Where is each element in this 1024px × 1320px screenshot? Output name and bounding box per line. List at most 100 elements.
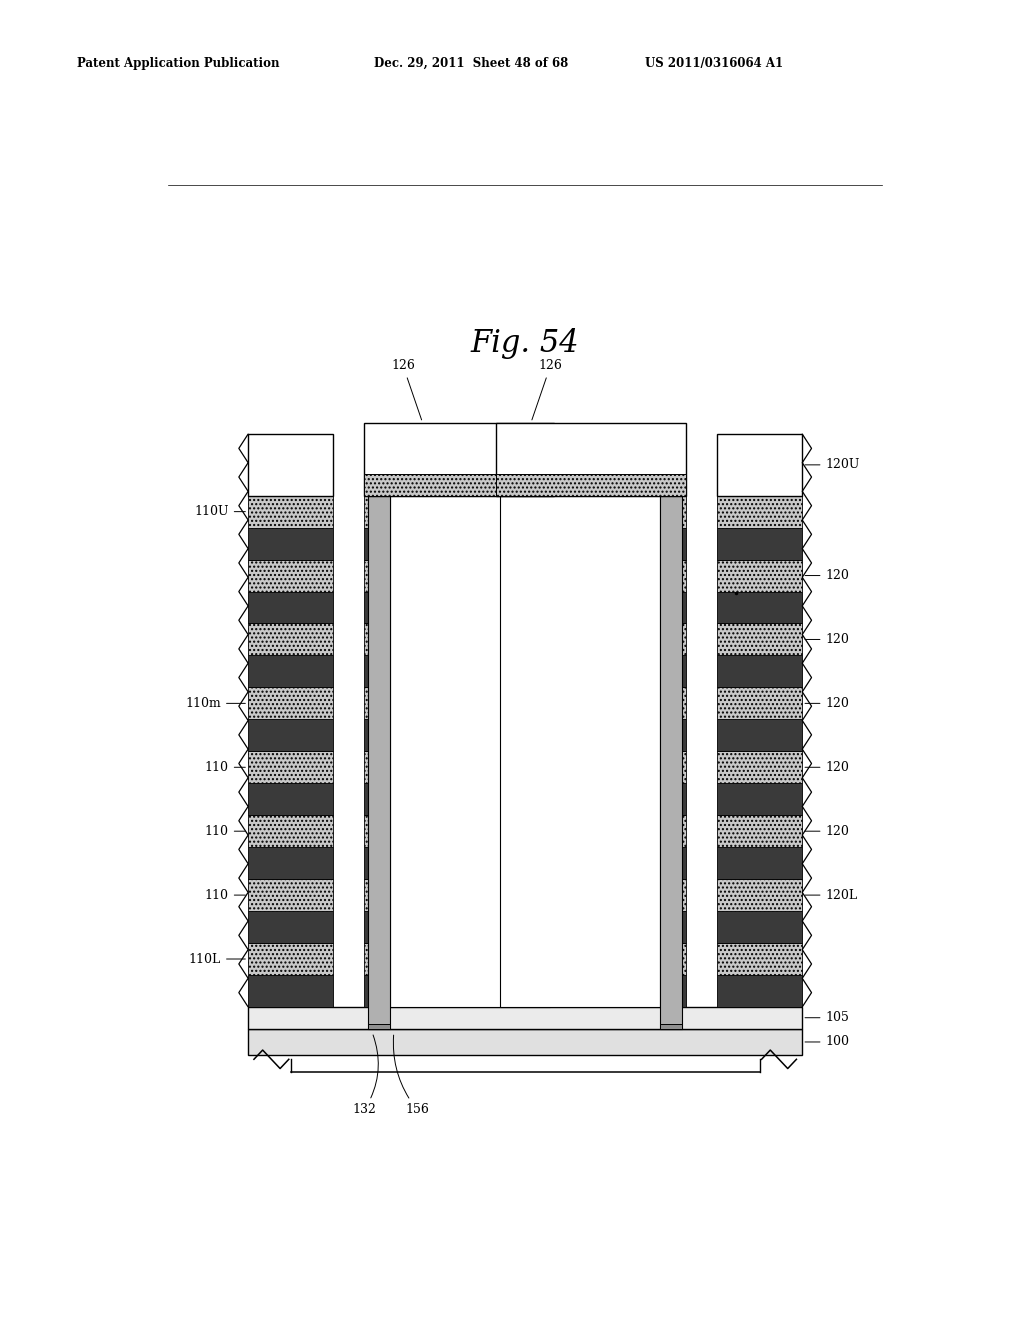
- Bar: [550, 975, 554, 1007]
- Bar: [248, 816, 334, 847]
- Bar: [550, 942, 554, 975]
- Bar: [717, 560, 802, 591]
- Text: 126: 126: [531, 359, 562, 420]
- Bar: [496, 847, 500, 879]
- Bar: [365, 474, 554, 496]
- Bar: [248, 975, 334, 1007]
- Bar: [660, 751, 686, 783]
- Bar: [660, 560, 686, 591]
- Bar: [369, 1024, 390, 1028]
- Bar: [365, 879, 369, 911]
- Bar: [550, 751, 554, 783]
- Bar: [550, 783, 554, 816]
- Text: Fig. 54: Fig. 54: [470, 327, 580, 359]
- Bar: [365, 975, 369, 1007]
- Bar: [660, 942, 686, 975]
- Bar: [496, 879, 500, 911]
- Text: 126: 126: [391, 359, 422, 420]
- Bar: [550, 656, 554, 688]
- Bar: [550, 719, 554, 751]
- Text: 120: 120: [805, 569, 849, 582]
- Text: 120: 120: [805, 634, 849, 645]
- Bar: [248, 623, 334, 656]
- Bar: [717, 879, 802, 911]
- Bar: [550, 496, 554, 528]
- Bar: [660, 879, 686, 911]
- Text: 110: 110: [205, 760, 246, 774]
- Bar: [550, 879, 554, 911]
- Bar: [660, 911, 686, 942]
- Bar: [660, 528, 686, 560]
- Bar: [550, 816, 554, 847]
- Text: 120U: 120U: [805, 458, 860, 471]
- Text: US 2011/0316064 A1: US 2011/0316064 A1: [645, 57, 783, 70]
- Bar: [365, 688, 369, 719]
- Bar: [248, 591, 334, 623]
- Bar: [365, 496, 369, 528]
- Bar: [496, 719, 500, 751]
- Bar: [496, 591, 500, 623]
- Bar: [248, 560, 334, 591]
- Bar: [496, 560, 500, 591]
- Bar: [248, 434, 334, 496]
- Bar: [717, 623, 802, 656]
- Bar: [660, 975, 686, 1007]
- Bar: [496, 975, 500, 1007]
- Bar: [248, 719, 334, 751]
- Bar: [717, 975, 802, 1007]
- Bar: [717, 656, 802, 688]
- Bar: [248, 751, 334, 783]
- Bar: [660, 783, 686, 816]
- Bar: [365, 560, 369, 591]
- Bar: [717, 847, 802, 879]
- Bar: [248, 1028, 802, 1056]
- Bar: [717, 496, 802, 528]
- Bar: [365, 591, 369, 623]
- Text: 120: 120: [805, 760, 849, 774]
- Text: 110L: 110L: [188, 953, 246, 965]
- Text: 120: 120: [805, 825, 849, 838]
- Text: Dec. 29, 2011  Sheet 48 of 68: Dec. 29, 2011 Sheet 48 of 68: [374, 57, 568, 70]
- Bar: [365, 719, 369, 751]
- Text: 110m: 110m: [185, 697, 246, 710]
- Bar: [496, 751, 500, 783]
- Bar: [717, 528, 802, 560]
- Text: 132: 132: [352, 1035, 378, 1117]
- Bar: [660, 591, 686, 623]
- Bar: [660, 816, 686, 847]
- Bar: [496, 783, 500, 816]
- Bar: [717, 591, 802, 623]
- Bar: [248, 656, 334, 688]
- Bar: [496, 911, 500, 942]
- Text: 105: 105: [805, 1011, 849, 1024]
- Bar: [550, 560, 554, 591]
- Text: 110: 110: [205, 825, 246, 838]
- Bar: [496, 528, 500, 560]
- Bar: [365, 942, 369, 975]
- Bar: [496, 942, 500, 975]
- Bar: [365, 751, 369, 783]
- Bar: [550, 911, 554, 942]
- Bar: [717, 942, 802, 975]
- Bar: [660, 688, 686, 719]
- Bar: [369, 496, 390, 1028]
- Bar: [390, 496, 550, 1007]
- Bar: [248, 847, 334, 879]
- Bar: [248, 688, 334, 719]
- Bar: [660, 847, 686, 879]
- Bar: [248, 528, 334, 560]
- Bar: [660, 719, 686, 751]
- Bar: [248, 783, 334, 816]
- Bar: [248, 879, 334, 911]
- Bar: [717, 783, 802, 816]
- Bar: [717, 911, 802, 942]
- Bar: [717, 816, 802, 847]
- Bar: [248, 496, 334, 528]
- Text: 110U: 110U: [195, 506, 246, 519]
- Bar: [248, 942, 334, 975]
- Bar: [660, 656, 686, 688]
- Bar: [496, 474, 686, 496]
- Bar: [717, 719, 802, 751]
- Bar: [365, 528, 369, 560]
- Bar: [248, 1007, 802, 1028]
